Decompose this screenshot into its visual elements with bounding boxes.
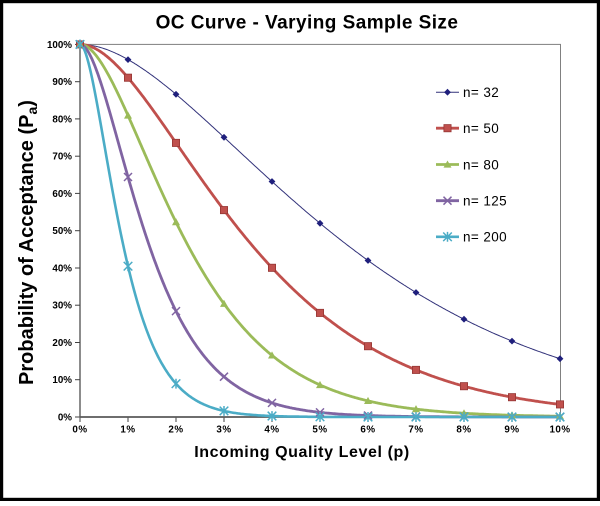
svg-text:n= 80: n= 80: [463, 157, 499, 172]
svg-text:10%: 10%: [549, 424, 570, 435]
svg-text:50%: 50%: [52, 226, 72, 237]
svg-text:7%: 7%: [408, 424, 423, 435]
svg-text:80%: 80%: [52, 114, 72, 125]
svg-text:90%: 90%: [52, 77, 72, 88]
svg-text:2%: 2%: [168, 424, 183, 435]
svg-text:n= 200: n= 200: [463, 230, 507, 245]
svg-text:n= 50: n= 50: [463, 121, 499, 136]
svg-text:Incoming Quality Level (p): Incoming Quality Level (p): [194, 444, 410, 461]
svg-text:30%: 30%: [52, 301, 72, 312]
svg-text:4%: 4%: [264, 424, 279, 435]
svg-text:OC Curve - Varying Sample Size: OC Curve - Varying Sample Size: [156, 13, 459, 34]
svg-text:70%: 70%: [52, 152, 72, 163]
svg-text:n= 32: n= 32: [463, 85, 499, 100]
svg-text:n= 125: n= 125: [463, 194, 507, 209]
svg-text:Probability of Acceptance (Pa): Probability of Acceptance (Pa): [16, 100, 40, 385]
svg-text:60%: 60%: [52, 189, 72, 200]
svg-text:6%: 6%: [360, 424, 375, 435]
svg-text:100%: 100%: [47, 40, 72, 51]
svg-text:10%: 10%: [52, 375, 72, 386]
svg-text:5%: 5%: [312, 424, 327, 435]
svg-text:8%: 8%: [456, 424, 471, 435]
svg-text:0%: 0%: [72, 424, 87, 435]
svg-text:3%: 3%: [216, 424, 231, 435]
svg-text:1%: 1%: [120, 424, 135, 435]
svg-text:20%: 20%: [52, 338, 72, 349]
svg-text:40%: 40%: [52, 264, 72, 275]
svg-text:0%: 0%: [58, 413, 72, 424]
svg-text:9%: 9%: [504, 424, 519, 435]
